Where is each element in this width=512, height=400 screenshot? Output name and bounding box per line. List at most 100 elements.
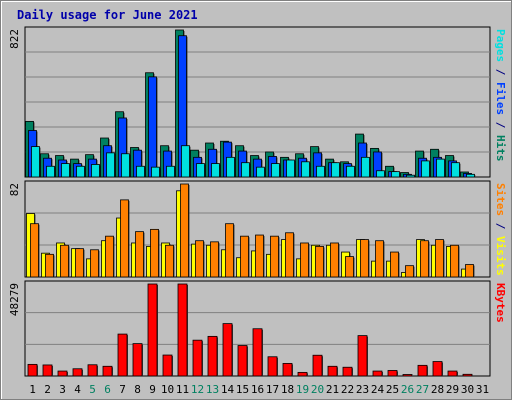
- bar-pages-day-28: [436, 158, 445, 178]
- bar-pages-day-2: [46, 165, 55, 178]
- bar-pages-day-21: [331, 162, 340, 178]
- bar-pages-day-19: [301, 161, 310, 178]
- bar-sites-day-30: [465, 264, 474, 278]
- bar-pages-day-20: [316, 165, 325, 178]
- bar-kbytes-day-12: [192, 339, 203, 377]
- x-tick-label: 1: [29, 383, 36, 396]
- legend-label-visits-sites: Sites / Visits: [494, 183, 507, 276]
- bar-sites-day-10: [165, 244, 174, 278]
- bar-sites-day-4: [75, 248, 84, 278]
- bar-kbytes-day-23: [357, 335, 368, 377]
- bar-pages-day-12: [196, 163, 205, 178]
- bar-sites-day-3: [60, 244, 69, 278]
- bar-kbytes-day-14: [222, 323, 233, 377]
- bar-kbytes-day-4: [72, 368, 83, 377]
- bar-pages-day-17: [271, 163, 280, 178]
- x-tick-label: 16: [251, 383, 264, 396]
- bar-sites-day-14: [225, 223, 234, 278]
- bar-pages-day-23: [361, 156, 370, 178]
- bar-pages-day-15: [241, 162, 250, 178]
- bar-sites-day-27: [420, 240, 429, 278]
- bar-kbytes-day-1: [27, 363, 38, 377]
- x-tick-label: 26: [401, 383, 414, 396]
- legend-label-hits-files-pages: Pages / Files / Hits: [494, 29, 507, 162]
- ymax-label-kbytes: 48279: [8, 283, 21, 316]
- x-tick-label: 31: [476, 383, 489, 396]
- legend-label-kbytes: KBytes: [494, 283, 507, 323]
- bar-pages-day-29: [451, 162, 460, 178]
- x-tick-label: 22: [341, 383, 354, 396]
- bar-pages-day-6: [106, 152, 115, 178]
- bar-kbytes-day-7: [117, 333, 128, 377]
- bar-kbytes-day-24: [372, 370, 383, 377]
- x-tick-label: 28: [431, 383, 444, 396]
- bar-kbytes-day-16: [252, 328, 263, 377]
- bar-sites-day-12: [195, 240, 204, 278]
- legend-part: Sites: [494, 183, 507, 216]
- x-tick-label: 5: [89, 383, 96, 396]
- x-tick-label: 14: [221, 383, 235, 396]
- bar-sites-day-22: [345, 256, 354, 278]
- bar-pages-day-10: [166, 165, 175, 178]
- bar-kbytes-day-6: [102, 365, 113, 377]
- bar-pages-day-26: [406, 174, 415, 178]
- bar-sites-day-1: [30, 223, 39, 278]
- bar-pages-day-18: [286, 159, 295, 178]
- bar-sites-day-6: [105, 235, 114, 278]
- bar-kbytes-day-10: [162, 354, 173, 377]
- x-tick-label: 7: [119, 383, 126, 396]
- legend-part: /: [494, 216, 507, 236]
- x-tick-label: 3: [59, 383, 66, 396]
- x-tick-label: 10: [161, 383, 174, 396]
- bar-kbytes-day-17: [267, 356, 278, 377]
- bar-kbytes-day-15: [237, 345, 248, 377]
- bar-pages-day-24: [376, 170, 385, 178]
- bar-kbytes-day-13: [207, 335, 218, 377]
- bar-pages-day-1: [31, 146, 40, 178]
- bar-sites-day-9: [150, 228, 159, 278]
- bar-pages-day-7: [121, 153, 130, 178]
- bar-kbytes-day-29: [447, 370, 458, 377]
- ymax-label-visits-sites: 82: [8, 183, 21, 196]
- bar-kbytes-day-20: [312, 354, 323, 377]
- x-tick-label: 17: [266, 383, 279, 396]
- x-tick-label: 4: [74, 383, 81, 396]
- bar-sites-day-11: [180, 183, 189, 278]
- bar-pages-day-14: [226, 156, 235, 178]
- x-tick-label: 25: [386, 383, 399, 396]
- bar-kbytes-day-3: [57, 370, 68, 377]
- x-tick-label: 15: [236, 383, 249, 396]
- bar-pages-day-27: [421, 160, 430, 178]
- bar-pages-day-11: [181, 145, 190, 178]
- x-tick-label: 19: [296, 383, 309, 396]
- bar-kbytes-day-19: [297, 371, 308, 377]
- bar-pages-day-4: [76, 165, 85, 178]
- bar-sites-day-5: [90, 249, 99, 278]
- bar-sites-day-23: [360, 239, 369, 278]
- x-tick-label: 27: [416, 383, 429, 396]
- x-tick-label: 11: [176, 383, 189, 396]
- bar-sites-day-18: [285, 232, 294, 278]
- bar-sites-day-13: [210, 241, 219, 278]
- bar-sites-day-28: [435, 239, 444, 278]
- bar-kbytes-day-8: [132, 343, 143, 377]
- legend-part: Hits: [494, 135, 507, 162]
- legend-part: Visits: [494, 236, 507, 276]
- bar-pages-day-22: [346, 165, 355, 178]
- bar-kbytes-day-30: [462, 373, 473, 377]
- bar-pages-day-5: [91, 164, 100, 178]
- bar-pages-day-30: [466, 173, 475, 178]
- bar-sites-day-15: [240, 235, 249, 278]
- bar-kbytes-day-2: [42, 364, 53, 377]
- x-tick-label: 21: [326, 383, 339, 396]
- bar-pages-day-8: [136, 165, 145, 178]
- bar-sites-day-21: [330, 242, 339, 278]
- x-tick-label: 2: [44, 383, 51, 396]
- bar-sites-day-2: [45, 253, 54, 278]
- legend-part: Pages: [494, 29, 507, 62]
- bar-pages-day-25: [391, 171, 400, 178]
- x-tick-label: 24: [371, 383, 385, 396]
- bar-kbytes-day-5: [87, 364, 98, 377]
- x-tick-label: 29: [446, 383, 459, 396]
